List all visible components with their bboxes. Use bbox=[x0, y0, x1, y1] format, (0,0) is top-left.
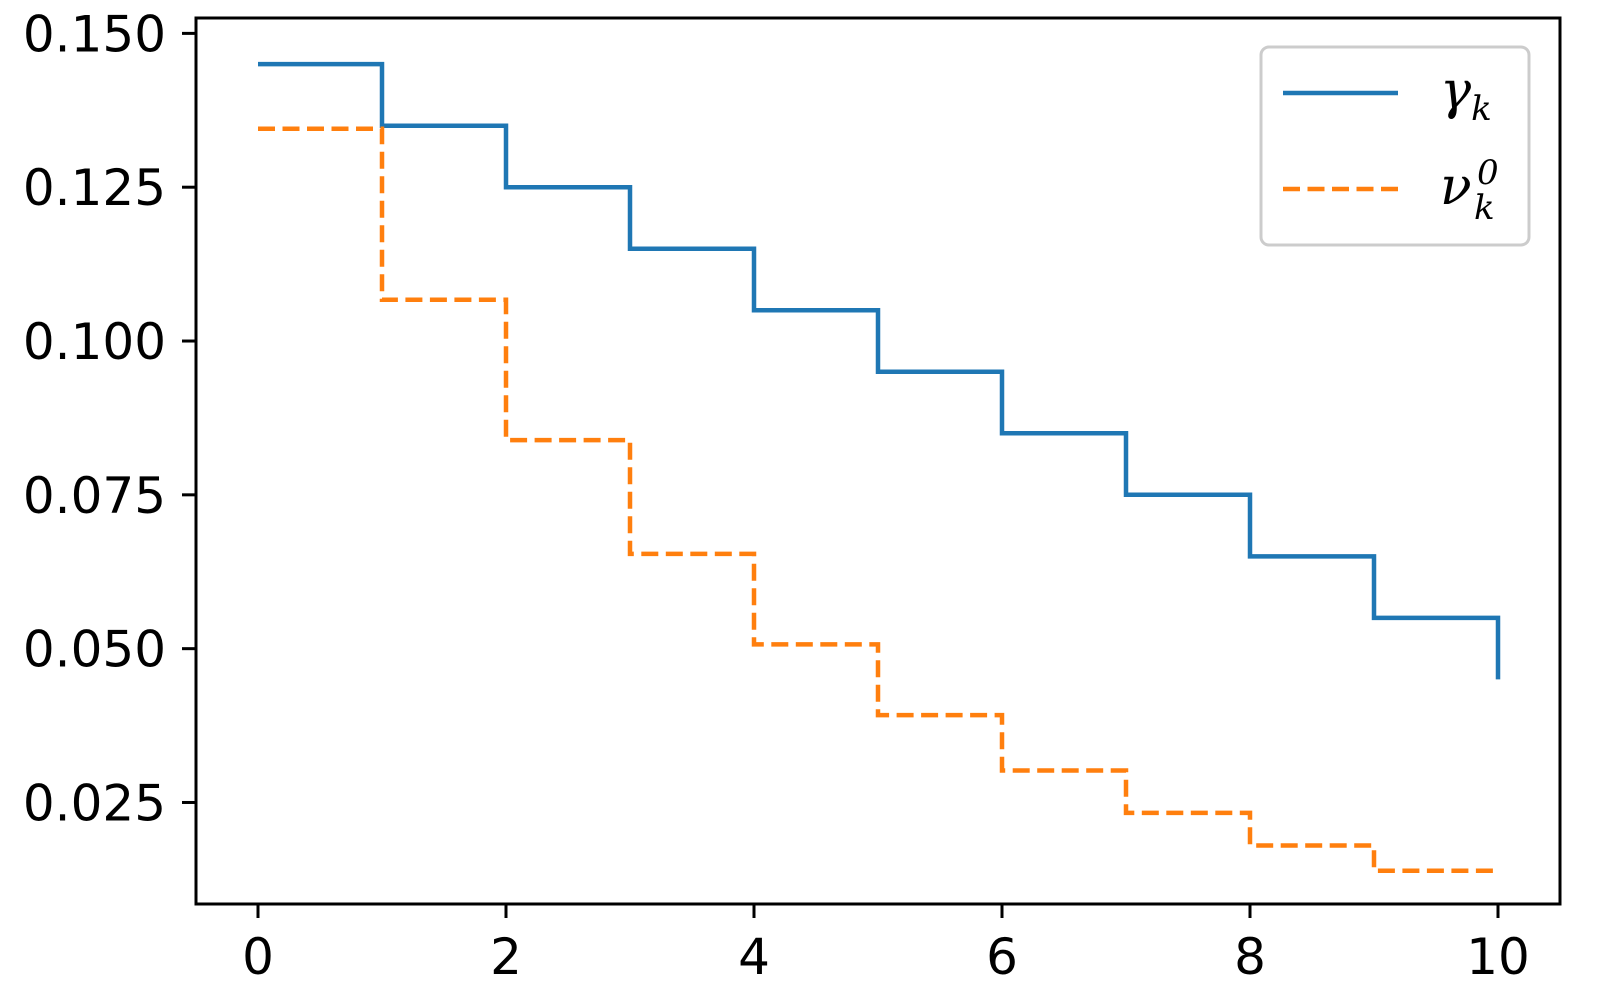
legend-label-1: γk bbox=[1440, 61, 1492, 129]
y-tick-label: 0.075 bbox=[23, 467, 166, 525]
plot-frame bbox=[194, 16, 1562, 906]
legend-subscript: k bbox=[1471, 89, 1492, 129]
y-tick-label: 0.125 bbox=[23, 159, 166, 217]
x-tick-label: 10 bbox=[1466, 928, 1530, 986]
y-axis: 0.025 0.050 0.075 0.100 0.125 0.150 bbox=[23, 5, 196, 832]
x-tick-label: 2 bbox=[490, 928, 522, 986]
y-tick-label: 0.150 bbox=[23, 5, 166, 63]
legend: γkν 0 k bbox=[1259, 45, 1531, 247]
legend-symbol: γ bbox=[1440, 61, 1472, 121]
legend-symbol: ν bbox=[1440, 157, 1472, 217]
legend-subscript: k bbox=[1474, 188, 1495, 228]
series-line-2 bbox=[258, 126, 1498, 874]
x-tick-label: 0 bbox=[242, 928, 274, 986]
series-line-1 bbox=[258, 61, 1501, 680]
y-tick-label: 0.100 bbox=[23, 313, 166, 371]
legend-box bbox=[1259, 45, 1531, 247]
x-axis: 0 2 4 6 8 10 bbox=[242, 904, 1530, 986]
series-layer bbox=[258, 61, 1501, 874]
legend-superscript: 0 bbox=[1477, 153, 1499, 193]
x-tick-label: 6 bbox=[986, 928, 1018, 986]
x-tick-label: 4 bbox=[738, 928, 770, 986]
y-tick-label: 0.050 bbox=[23, 621, 166, 679]
y-tick-label: 0.025 bbox=[23, 774, 166, 832]
x-tick-label: 8 bbox=[1234, 928, 1266, 986]
